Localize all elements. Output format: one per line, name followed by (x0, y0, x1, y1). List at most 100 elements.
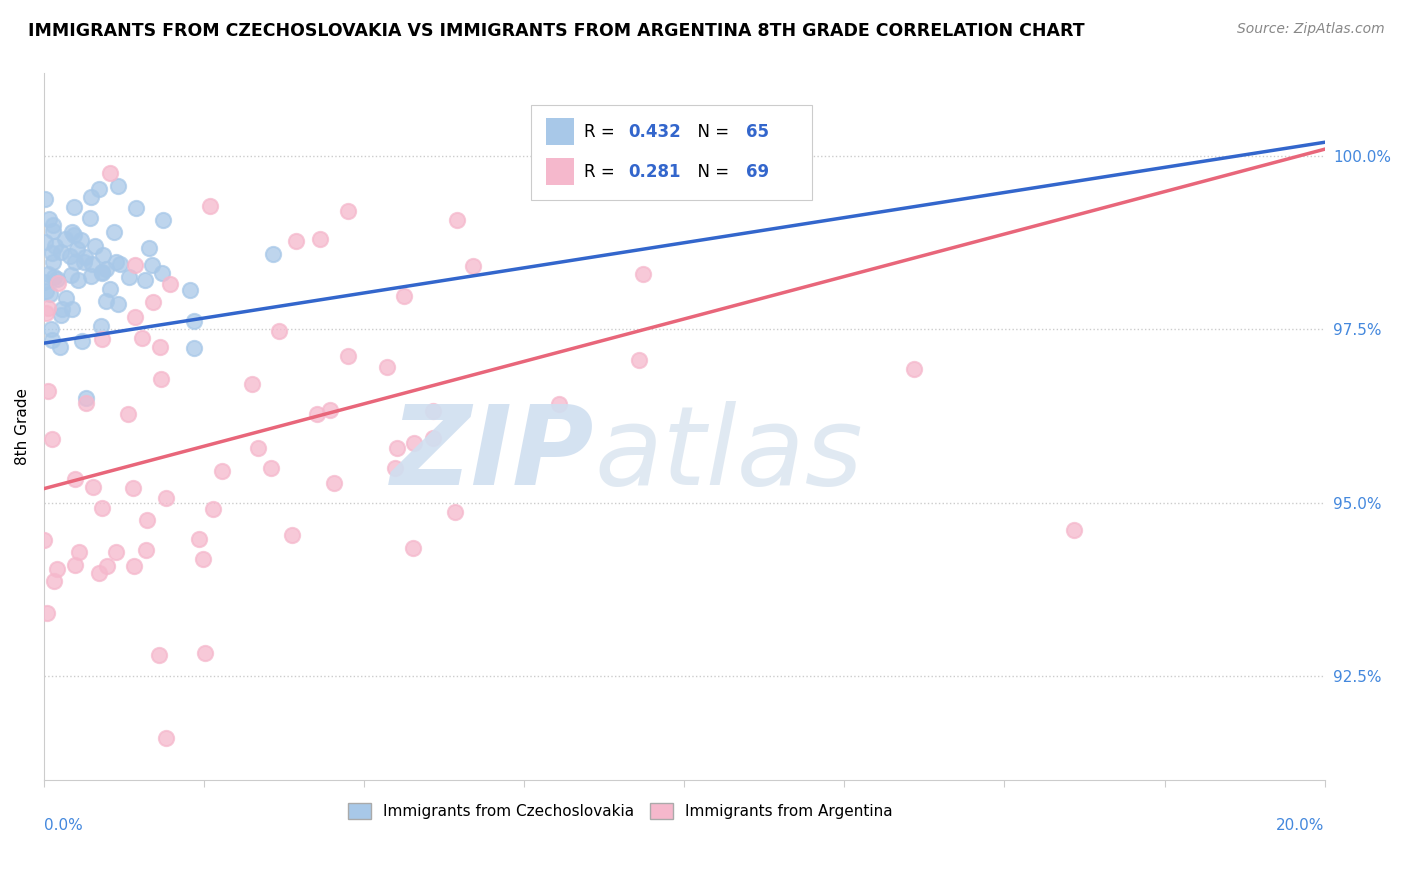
Point (183, 341, 205, 355)
Point (42, 219, 65, 233)
Point (91, 332, 114, 346)
Text: Source: ZipAtlas.com: Source: ZipAtlas.com (1237, 22, 1385, 37)
Point (96, 559, 118, 574)
Point (91, 248, 114, 262)
Text: 0.281: 0.281 (628, 163, 681, 181)
Point (319, 403, 342, 417)
Point (107, 296, 129, 310)
Point (135, 513, 157, 527)
Point (44, 269, 66, 284)
Point (150, 372, 173, 386)
Point (90, 318, 112, 333)
Point (60, 301, 83, 316)
Text: R =: R = (585, 163, 620, 181)
Point (44, 574, 66, 588)
Point (75, 395, 97, 409)
Point (63, 558, 86, 573)
Point (404, 435, 426, 450)
Point (80, 268, 103, 283)
Point (66, 242, 89, 256)
Point (83, 238, 105, 252)
Point (67, 545, 90, 559)
Point (122, 482, 145, 496)
Point (51, 301, 73, 316)
Bar (546, 119, 574, 145)
Point (385, 441, 408, 455)
Point (41, 333, 63, 347)
Point (150, 266, 173, 280)
Point (73, 255, 96, 269)
Point (60, 225, 83, 239)
Point (308, 232, 330, 246)
Point (89, 566, 111, 581)
Text: 0.0%: 0.0% (44, 819, 83, 833)
Point (46, 272, 69, 286)
Point (39, 286, 62, 301)
Point (179, 283, 201, 297)
Point (32, 533, 55, 547)
Point (39, 322, 62, 336)
Text: N =: N = (688, 122, 734, 141)
Point (34, 192, 56, 206)
Point (94, 294, 117, 309)
Bar (546, 159, 574, 186)
Point (548, 396, 571, 410)
Point (73, 250, 96, 264)
Point (55, 291, 77, 305)
Point (394, 289, 416, 303)
Point (155, 731, 177, 745)
Point (246, 442, 269, 456)
Point (463, 260, 485, 274)
Text: N =: N = (688, 163, 734, 181)
Point (82, 480, 104, 494)
Point (148, 648, 170, 662)
Point (267, 324, 290, 338)
Point (35, 306, 58, 320)
Point (42, 255, 65, 269)
Point (90, 265, 112, 279)
Point (375, 360, 398, 375)
Point (124, 258, 146, 272)
Text: atlas: atlas (595, 401, 863, 508)
Point (105, 255, 128, 269)
Point (63, 254, 86, 268)
Point (141, 258, 163, 272)
Point (49, 340, 72, 354)
Point (35, 284, 58, 298)
Point (41, 224, 63, 238)
Point (98, 282, 121, 296)
Point (194, 647, 217, 661)
Point (80, 257, 103, 271)
Point (631, 267, 654, 281)
Point (149, 340, 172, 354)
Point (80, 189, 103, 203)
Point (422, 431, 444, 445)
Point (159, 277, 181, 292)
Point (262, 247, 284, 261)
Point (70, 334, 93, 348)
Point (89, 182, 111, 196)
Point (37, 267, 59, 281)
Point (35, 606, 58, 620)
Text: 69: 69 (745, 163, 769, 181)
Point (32, 275, 55, 289)
Point (138, 241, 160, 255)
Point (336, 349, 359, 363)
Point (91, 501, 114, 516)
Point (152, 213, 174, 227)
Text: 65: 65 (745, 122, 769, 141)
Text: IMMIGRANTS FROM CZECHOSLOVAKIA VS IMMIGRANTS FROM ARGENTINA 8TH GRADE CORRELATIO: IMMIGRANTS FROM CZECHOSLOVAKIA VS IMMIGR… (28, 22, 1085, 40)
Point (105, 545, 128, 559)
Point (183, 314, 205, 328)
Point (259, 460, 281, 475)
Text: ZIP: ZIP (391, 401, 595, 508)
Point (45, 562, 67, 576)
Point (63, 472, 86, 486)
Point (1063, 523, 1085, 537)
Point (37, 301, 59, 316)
Point (38, 212, 60, 227)
Point (46, 276, 69, 290)
Point (49, 309, 72, 323)
Point (66, 273, 89, 287)
Y-axis label: 8th Grade: 8th Grade (15, 388, 30, 465)
